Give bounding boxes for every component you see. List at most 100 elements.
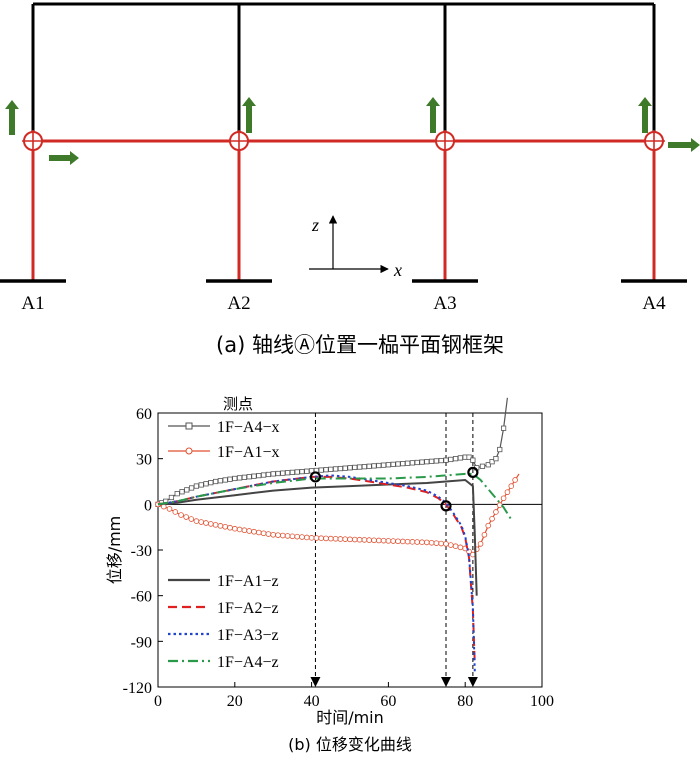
upper-frame (31, 2, 656, 132)
z-axis-label: z (311, 215, 319, 235)
data-point (375, 537, 382, 544)
data-point (227, 476, 233, 482)
legend-label: 1F−A2−z (217, 600, 279, 617)
data-point (193, 483, 199, 489)
data-point (328, 466, 334, 472)
data-point (236, 526, 243, 533)
data-point (332, 466, 339, 472)
data-point (423, 539, 430, 546)
displacement-chart: 0 20 40 60 80 100 60 30 0 -30 -60 -90 -120 测点 1F−A4… (105, 395, 554, 754)
data-point (289, 533, 296, 540)
z-displacement-arrow (426, 97, 440, 133)
node-label: A1 (21, 293, 44, 314)
data-point (260, 530, 267, 537)
data-point (279, 532, 286, 539)
data-point (404, 460, 411, 466)
steel-frame-diagram: A1 A2 A3 A4 z x (a) 轴线Ⓐ位置一榀平面钢框架 (0, 2, 700, 357)
data-point (303, 534, 310, 541)
legend-label: 1F−A1−x (217, 444, 280, 461)
data-point (400, 461, 406, 467)
data-point (493, 456, 499, 462)
data-point (419, 459, 425, 465)
data-point (493, 509, 499, 515)
y-tick-label: 30 (136, 452, 152, 469)
data-point (332, 535, 339, 542)
data-point (414, 459, 420, 466)
y-tick-label: -120 (123, 680, 152, 697)
legend-label: 1F−A1−z (217, 573, 279, 590)
data-point (327, 535, 334, 542)
x-ticks: 0 20 40 60 80 100 (154, 682, 554, 710)
data-point (390, 538, 397, 544)
data-point (222, 523, 229, 530)
series-line (157, 474, 476, 672)
data-point (351, 536, 358, 543)
data-point (183, 514, 189, 520)
data-point (241, 474, 247, 480)
x-tick-label: 60 (380, 693, 396, 710)
data-point (395, 538, 401, 545)
data-point (376, 462, 382, 469)
data-point (246, 474, 252, 480)
event-line-arrowhead (441, 677, 451, 687)
event-markers (309, 466, 479, 512)
data-point (280, 470, 286, 476)
data-point (489, 515, 495, 522)
data-point (203, 481, 209, 487)
data-point (172, 509, 179, 515)
data-point (504, 489, 511, 495)
x-tick-label: 0 (154, 693, 162, 710)
data-point (299, 534, 305, 540)
data-point (356, 464, 363, 470)
data-point (174, 491, 180, 497)
data-point (178, 512, 184, 518)
data-point (380, 537, 387, 544)
data-point (438, 457, 444, 464)
data-point (260, 472, 267, 478)
data-point (232, 525, 238, 532)
legend-label: 1F−A4−x (217, 419, 280, 436)
data-point (222, 477, 228, 483)
data-point (241, 527, 248, 534)
data-point (366, 537, 373, 543)
legend-marker (185, 447, 193, 455)
data-point (265, 531, 272, 537)
node-label: A3 (433, 293, 456, 314)
data-point (270, 471, 276, 477)
series-line (157, 475, 476, 665)
data-point (443, 457, 449, 463)
data-point (452, 456, 459, 462)
data-point (496, 502, 503, 508)
chart-caption: (b) 位移变化曲线 (288, 735, 412, 754)
series-group (155, 397, 520, 672)
data-point (399, 538, 406, 545)
data-point (275, 470, 281, 477)
data-point (198, 482, 204, 488)
x-displacement-arrow (668, 138, 700, 152)
data-point (428, 539, 435, 546)
legend-label: 1F−A4−z (217, 654, 279, 671)
data-point (294, 469, 300, 475)
data-point (347, 465, 353, 471)
series-line (157, 397, 508, 505)
data-point (438, 540, 445, 547)
event-line-arrowhead (310, 677, 321, 687)
data-point (212, 522, 219, 528)
data-point (419, 539, 425, 545)
data-point (270, 531, 277, 538)
y-ticks: 60 30 0 -30 -60 -90 -120 (123, 406, 163, 697)
legend-label: 1F−A3−z (217, 627, 279, 644)
data-point (184, 487, 190, 493)
data-point (428, 458, 435, 464)
data-point (168, 494, 175, 501)
event-lines (310, 413, 478, 687)
data-point (299, 469, 305, 475)
data-point (323, 467, 329, 473)
data-point (485, 522, 492, 529)
data-point (323, 535, 329, 542)
data-point (212, 478, 219, 485)
data-point (318, 535, 325, 542)
legend-title: 测点 (223, 395, 253, 413)
data-point (477, 541, 484, 547)
